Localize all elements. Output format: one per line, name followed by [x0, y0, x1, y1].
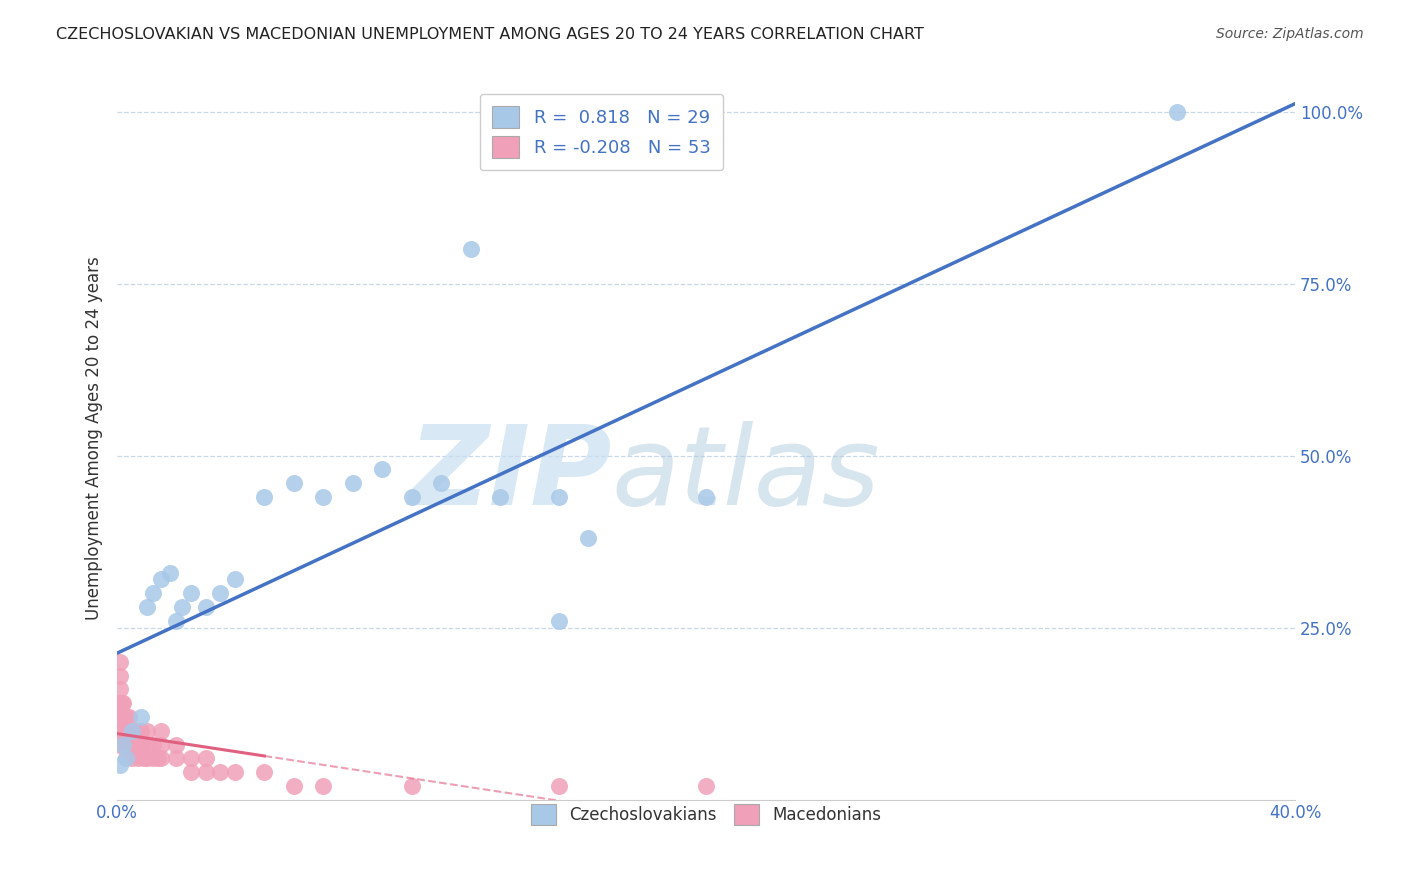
Point: [165, 751, 187, 765]
Point: [150, 751, 173, 765]
Point: [108, 655, 131, 669]
Point: [115, 723, 138, 738]
Point: [108, 738, 131, 752]
Text: CZECHOSLOVAKIAN VS MACEDONIAN UNEMPLOYMENT AMONG AGES 20 TO 24 YEARS CORRELATION: CZECHOSLOVAKIAN VS MACEDONIAN UNEMPLOYME…: [56, 27, 924, 42]
Point: [547, 779, 569, 793]
Point: [547, 490, 569, 504]
Point: [430, 476, 453, 491]
Point: [108, 710, 131, 724]
Point: [124, 723, 146, 738]
Y-axis label: Unemployment Among Ages 20 to 24 years: Unemployment Among Ages 20 to 24 years: [86, 257, 103, 620]
Point: [118, 710, 141, 724]
Point: [489, 490, 512, 504]
Text: ZIP: ZIP: [408, 421, 612, 528]
Point: [312, 490, 335, 504]
Point: [124, 738, 146, 752]
Point: [165, 614, 187, 628]
Point: [224, 764, 246, 779]
Point: [141, 586, 163, 600]
Point: [165, 738, 187, 752]
Point: [115, 710, 138, 724]
Point: [108, 669, 131, 683]
Point: [141, 738, 163, 752]
Point: [112, 696, 135, 710]
Point: [224, 573, 246, 587]
Text: Source: ZipAtlas.com: Source: ZipAtlas.com: [1216, 27, 1364, 41]
Point: [159, 566, 181, 580]
Point: [121, 723, 143, 738]
Text: atlas: atlas: [612, 421, 880, 528]
Point: [180, 764, 202, 779]
Point: [112, 723, 135, 738]
Point: [170, 599, 193, 614]
Point: [135, 738, 157, 752]
Point: [209, 764, 232, 779]
Point: [150, 738, 173, 752]
Point: [108, 758, 131, 772]
Point: [127, 751, 149, 765]
Point: [118, 723, 141, 738]
Point: [115, 738, 138, 752]
Point: [576, 531, 599, 545]
Point: [209, 586, 232, 600]
Point: [141, 751, 163, 765]
Point: [194, 751, 217, 765]
Point: [253, 764, 276, 779]
Legend: Czechoslovakians, Macedonians: Czechoslovakians, Macedonians: [522, 794, 891, 835]
Point: [342, 476, 364, 491]
Point: [110, 696, 132, 710]
Point: [135, 723, 157, 738]
Point: [108, 682, 131, 697]
Point: [312, 779, 335, 793]
Point: [115, 751, 138, 765]
Point: [112, 710, 135, 724]
Point: [107, 696, 129, 710]
Point: [283, 476, 305, 491]
Point: [180, 586, 202, 600]
Point: [115, 751, 138, 765]
Point: [108, 723, 131, 738]
Point: [135, 599, 157, 614]
Point: [148, 751, 170, 765]
Point: [150, 573, 173, 587]
Point: [283, 779, 305, 793]
Point: [401, 490, 423, 504]
Point: [401, 779, 423, 793]
Point: [1166, 104, 1188, 119]
Point: [460, 243, 482, 257]
Point: [150, 723, 173, 738]
Point: [129, 738, 152, 752]
Point: [547, 614, 569, 628]
Point: [132, 751, 155, 765]
Point: [118, 738, 141, 752]
Point: [129, 710, 152, 724]
Point: [129, 723, 152, 738]
Point: [127, 738, 149, 752]
Point: [121, 723, 143, 738]
Point: [180, 751, 202, 765]
Point: [253, 490, 276, 504]
Point: [371, 462, 394, 476]
Point: [695, 490, 717, 504]
Point: [194, 764, 217, 779]
Point: [121, 738, 143, 752]
Point: [695, 779, 717, 793]
Point: [110, 710, 132, 724]
Point: [112, 738, 135, 752]
Point: [121, 751, 143, 765]
Point: [194, 599, 217, 614]
Point: [112, 738, 135, 752]
Point: [135, 751, 157, 765]
